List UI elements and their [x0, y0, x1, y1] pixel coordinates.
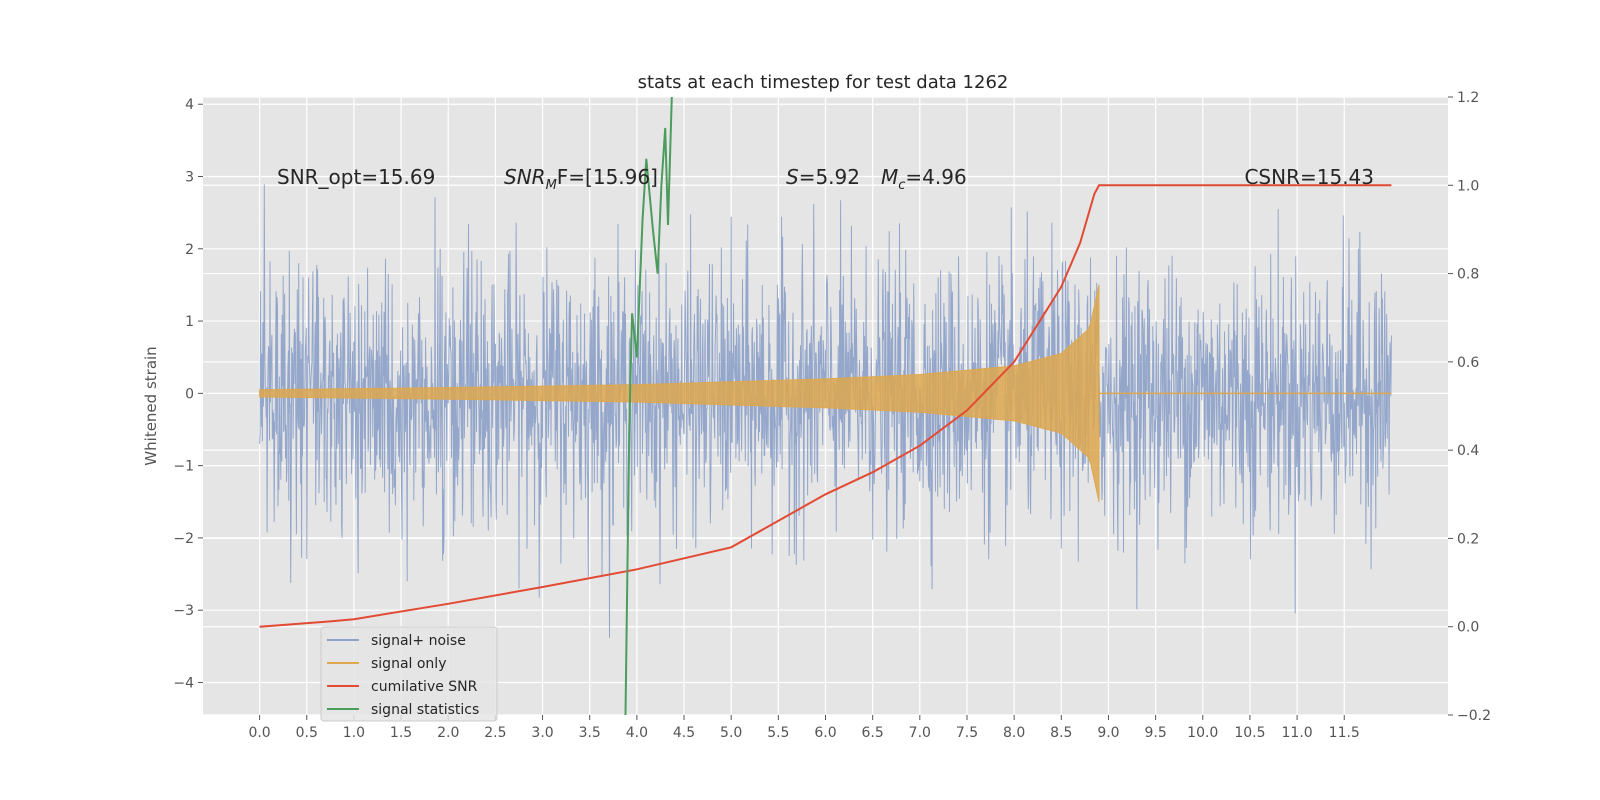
y-axis-label: Whitened strain	[142, 346, 160, 465]
legend-box	[320, 626, 498, 722]
x-tick-label-3: 1.5	[390, 725, 412, 741]
x-tick-label-22: 11.0	[1282, 725, 1313, 741]
x-tick-label-14: 7.0	[909, 725, 931, 741]
y2-axis-ticks: −0.2 0.0 0.2 0.4 0.6 0.8 1.0 1.2	[1448, 90, 1491, 724]
y-tick-label-3: −1	[173, 459, 194, 475]
series-signal-noise	[259, 184, 1392, 638]
annotation-mc-sub: c	[898, 178, 905, 193]
legend-label-cumulative-snr: cumilative SNR	[371, 679, 478, 695]
x-tick-label-5: 2.5	[484, 725, 506, 741]
chart-title: stats at each timestep for test data 126…	[638, 72, 1009, 93]
x-tick-label-21: 10.5	[1234, 725, 1265, 741]
signal-noise-line	[259, 184, 1392, 638]
x-tick-label-1: 0.5	[296, 725, 318, 741]
x-tick-label-12: 6.0	[814, 725, 836, 741]
x-tick-label-10: 5.0	[720, 725, 742, 741]
legend: signal+ noise signal only cumilative SNR…	[320, 626, 498, 722]
legend-label-signal-noise: signal+ noise	[371, 633, 466, 649]
legend-label-signal-only: signal only	[371, 656, 446, 672]
x-tick-label-18: 9.0	[1097, 725, 1119, 741]
x-tick-label-17: 8.5	[1050, 725, 1072, 741]
annotation-s-value: =5.92	[799, 165, 860, 189]
series-signal-statistics	[624, 97, 673, 715]
x-tick-label-13: 6.5	[862, 725, 884, 741]
annotation-snr-mf: SNRMF=[15.96]	[504, 165, 658, 193]
y-tick-label-2: −2	[173, 531, 194, 547]
y-tick-label-1: −3	[173, 603, 194, 619]
x-tick-label-9: 4.5	[673, 725, 695, 741]
series-signal-only	[259, 284, 1392, 502]
x-tick-label-16: 8.0	[1003, 725, 1025, 741]
y-tick-label-5: 1	[185, 314, 194, 330]
y-tick-label-6: 2	[185, 242, 194, 258]
cumulative-snr-line	[259, 184, 1392, 628]
annotation-mc-label: M	[881, 165, 898, 189]
x-tick-label-2: 1.0	[343, 725, 365, 741]
series-cumulative-snr	[259, 184, 1392, 628]
x-tick-label-4: 2.0	[437, 725, 459, 741]
y2-tick-label-2: 0.2	[1457, 531, 1479, 547]
y2-tick-label-4: 0.6	[1457, 355, 1479, 371]
x-tick-label-11: 5.5	[767, 725, 789, 741]
annotation-mc: Mc=4.96	[881, 165, 967, 193]
y-tick-label-7: 3	[185, 170, 194, 186]
annotation-snr-mf-base: SNR	[504, 165, 546, 189]
annotation-mc-value: =4.96	[905, 165, 966, 189]
y2-tick-label-3: 0.4	[1457, 443, 1479, 459]
signal-statistics-line	[624, 97, 673, 715]
y-tick-label-8: 4	[185, 97, 194, 113]
x-tick-label-6: 3.0	[531, 725, 553, 741]
annotation-snr-mf-sub: M	[546, 178, 557, 193]
annotations: SNR_opt=15.69 SNRMF=[15.96] S=5.92 Mc=4.…	[277, 165, 1374, 193]
y-axis-ticks: −4 −3 −2 −1 0 1 2 3 4	[173, 97, 203, 691]
y2-tick-label-6: 1.0	[1457, 178, 1479, 194]
annotation-snr-opt: SNR_opt=15.69	[277, 165, 435, 189]
annotation-s: S=5.92	[786, 165, 860, 189]
y2-tick-label-1: 0.0	[1457, 620, 1479, 636]
x-tick-label-7: 3.5	[579, 725, 601, 741]
x-tick-label-8: 4.0	[626, 725, 648, 741]
y2-tick-label-7: 1.2	[1457, 90, 1479, 106]
y-tick-label-0: −4	[173, 675, 194, 691]
y2-tick-label-5: 0.8	[1457, 267, 1479, 283]
y-tick-label-4: 0	[185, 386, 194, 402]
x-tick-label-0: 0.0	[248, 725, 270, 741]
x-tick-label-15: 7.5	[956, 725, 978, 741]
annotation-snr-mf-value: F=[15.96]	[557, 165, 658, 189]
x-tick-label-19: 9.5	[1144, 725, 1166, 741]
x-axis-ticks: 0.0 0.5 1.0 1.5 2.0 2.5 3.0 3.5 4.0 4.5 5.0 5.5 6.0 6…	[248, 715, 1360, 741]
annotation-csnr: CSNR=15.43	[1244, 165, 1374, 189]
y2-tick-label-0: −0.2	[1457, 708, 1491, 724]
annotation-s-label: S	[786, 165, 799, 189]
signal-only-envelope	[259, 284, 1100, 502]
x-tick-label-20: 10.0	[1187, 725, 1218, 741]
x-tick-label-23: 11.5	[1329, 725, 1360, 741]
legend-label-signal-statistics: signal statistics	[371, 702, 479, 718]
